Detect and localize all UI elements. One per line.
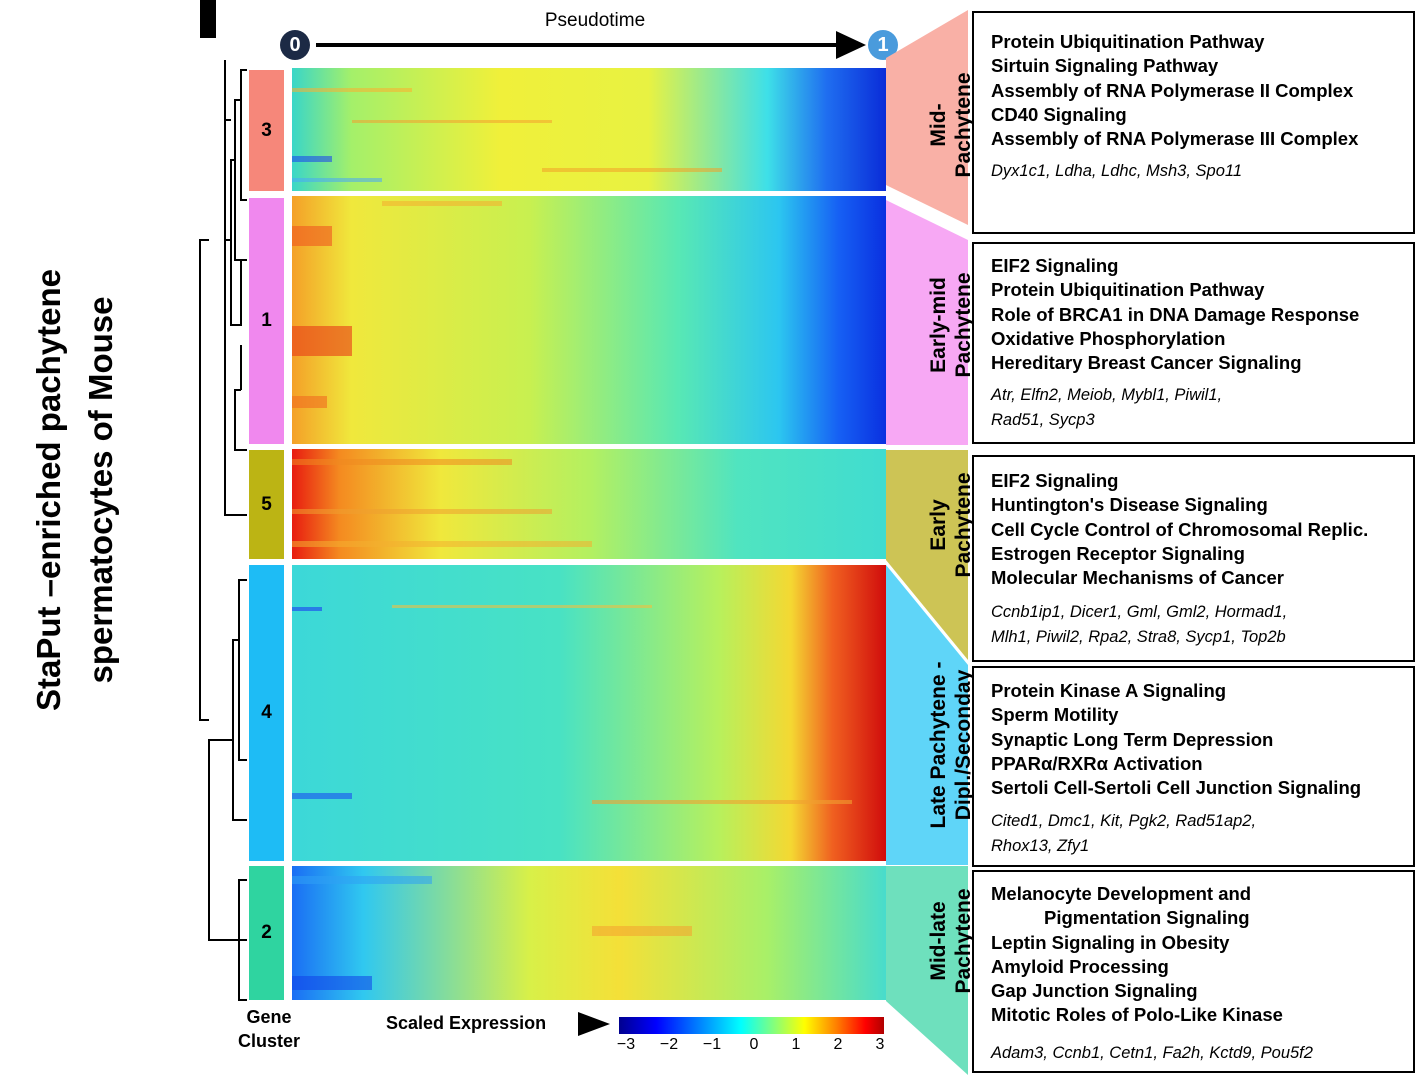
stage-label-line-1: Mid-late — [927, 901, 950, 981]
cluster-box-5: 5 — [249, 450, 284, 559]
pathway-item: CD40 Signaling — [991, 103, 1127, 125]
pseudotime-start-marker: 0 — [280, 30, 310, 60]
side-title-line-2: spermatocytes of Mouse — [82, 296, 119, 684]
pathway-item: Leptin Signaling in Obesity — [991, 931, 1230, 953]
gene-list: Atr, Elfn2, Meiob, Mybl1, Piwil1, — [991, 386, 1223, 405]
scale-arrow-icon — [578, 1012, 610, 1036]
cluster-box-3: 3 — [249, 70, 284, 191]
pathway-item: Melanocyte Development and — [991, 883, 1252, 904]
pathway-item: Synaptic Long Term Depression — [991, 728, 1274, 750]
pathway-item: Protein Ubiquitination Pathway — [991, 279, 1265, 301]
pathway-item: PPARα/RXRα Activation — [991, 752, 1203, 774]
gene-cluster-label-line-2: Cluster — [237, 1031, 300, 1051]
side-title-line-1: StaPut –enriched pachytene — [30, 269, 67, 711]
pathway-item: Hereditary Breast Cancer Signaling — [991, 352, 1302, 374]
scale-tick: 1 — [791, 1036, 801, 1053]
info-box-cluster-1: EIF2 Signaling Protein Ubiquitination Pa… — [972, 242, 1415, 444]
scale-tick: −1 — [702, 1036, 722, 1053]
scaled-expression-label: Scaled Expression — [386, 1013, 547, 1033]
gene-cluster-label-line-1: Gene — [246, 1007, 292, 1027]
scale-tick: 2 — [833, 1036, 843, 1053]
heatmap-cluster-1 — [292, 196, 886, 444]
pathway-item: Sperm Motility — [991, 704, 1119, 726]
pathway-item: Sertoli Cell-Sertoli Cell Junction Signa… — [991, 777, 1362, 799]
gene-list: Dyx1c1, Ldha, Ldhc, Msh3, Spo11 — [991, 162, 1243, 181]
scale-tick: 3 — [875, 1036, 885, 1053]
gene-list: Adam3, Ccnb1, Cetn1, Fa2h, Kctd9, Pou5f2 — [991, 1043, 1313, 1062]
pathway-item: Molecular Mechanisms of Cancer — [991, 567, 1285, 589]
stage-band-mid-late-pachytene: Mid-late Pachytene — [886, 866, 975, 1075]
pathway-item: Estrogen Receptor Signaling — [991, 542, 1245, 564]
pathway-item: Amyloid Processing — [991, 955, 1169, 977]
pathway-item: EIF2 Signaling — [991, 470, 1119, 491]
scale-tick: −3 — [616, 1036, 636, 1053]
gene-list: Ccnb1ip1, Dicer1, Gml, Gml2, Hormad1, — [991, 603, 1288, 622]
pathway-item: Pigmentation Signaling — [1044, 907, 1250, 929]
cluster-box-1: 1 — [249, 198, 284, 444]
stage-band-mid-pachytene: Mid- Pachytene — [886, 10, 975, 225]
cluster-box-2: 2 — [249, 866, 284, 1000]
info-box-cluster-4: Protein Kinase A Signaling Sperm Motilit… — [972, 666, 1415, 867]
pathway-item: Sirtuin Signaling Pathway — [991, 55, 1219, 77]
gene-list: Mlh1, Piwil2, Rpa2, Stra8, Sycp1, Top2b — [991, 628, 1286, 647]
heatmap-cluster-2 — [292, 866, 886, 1000]
pathway-item: EIF2 Signaling — [991, 255, 1119, 276]
stage-band-early-mid-pachytene: Early-mid Pachytene — [886, 200, 975, 445]
pathway-item: Protein Kinase A Signaling — [991, 680, 1227, 701]
pathway-item: Assembly of RNA Polymerase II Complex — [991, 79, 1354, 101]
gene-list: Rad51, Sycp3 — [991, 411, 1095, 430]
pseudotime-arrowhead — [836, 31, 866, 59]
info-box-cluster-3: Protein Ubiquitination Pathway Sirtuin S… — [972, 11, 1415, 234]
color-scale-bar — [619, 1017, 884, 1034]
scale-tick: −2 — [659, 1036, 679, 1053]
stage-band-early-pachytene: Early Pachytene — [886, 450, 975, 660]
info-box-cluster-2: Melanocyte Development and Pigmentation … — [972, 870, 1415, 1073]
gene-cluster-dendrogram — [199, 60, 247, 1001]
pseudotime-end-marker: 1 — [868, 30, 898, 60]
pathway-item: Oxidative Phosphorylation — [991, 327, 1226, 349]
figure-side-title: StaPut –enriched pachytene spermatocytes… — [20, 240, 130, 740]
stage-band-late-pachytene: Late Pachytene - Dipl./Seconday — [886, 565, 975, 865]
heatmap-cluster-3 — [292, 68, 886, 191]
heatmap-cluster-5 — [292, 449, 886, 559]
pseudotime-arrow — [316, 43, 846, 47]
cluster-box-4: 4 — [249, 565, 284, 861]
pathway-item: Protein Ubiquitination Pathway — [991, 31, 1265, 52]
pseudotime-label: Pseudotime — [544, 10, 646, 31]
pathway-item: Mitotic Roles of Polo-Like Kinase — [991, 1004, 1283, 1026]
gene-list: Cited1, Dmc1, Kit, Pgk2, Rad51ap2, — [991, 812, 1257, 831]
pathway-item: Cell Cycle Control of Chromosomal Replic… — [991, 518, 1369, 540]
scale-tick: 0 — [749, 1036, 759, 1053]
pathway-item: Role of BRCA1 in DNA Damage Response — [991, 303, 1360, 325]
gene-cluster-label: Gene Cluster — [226, 1005, 312, 1053]
pathway-item: Assembly of RNA Polymerase III Complex — [991, 128, 1359, 150]
color-scale-ticks: −3 −2 −1 0 1 2 3 — [614, 1036, 894, 1058]
pathway-item: Gap Junction Signaling — [991, 980, 1198, 1002]
panel-letter-fragment — [200, 0, 216, 38]
heatmap-cluster-4 — [292, 565, 886, 861]
gene-list: Rhox13, Zfy1 — [991, 837, 1090, 856]
pathway-item: Huntington's Disease Signaling — [991, 494, 1268, 516]
info-box-cluster-5: EIF2 Signaling Huntington's Disease Sign… — [972, 455, 1415, 662]
